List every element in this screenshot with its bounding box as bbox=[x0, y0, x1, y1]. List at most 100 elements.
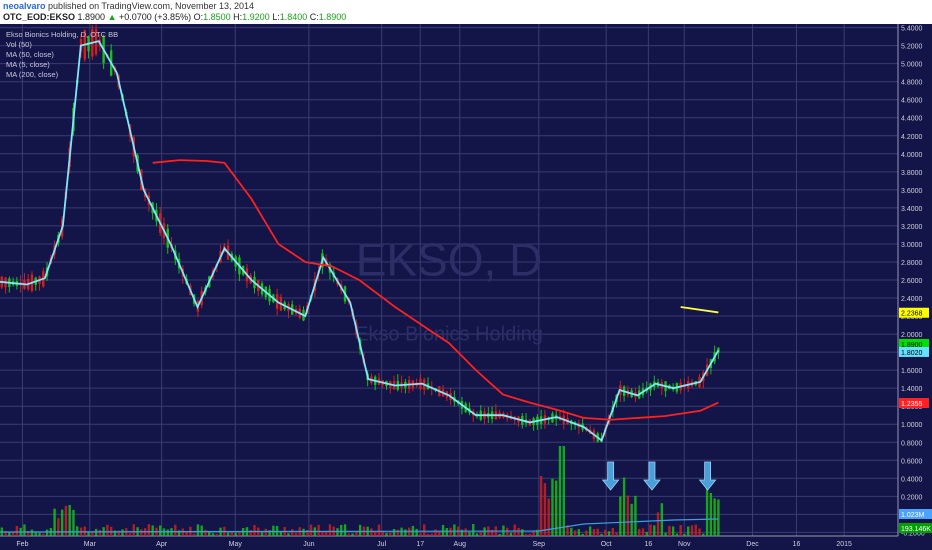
down-arrow-icon bbox=[643, 461, 661, 491]
legend-item: MA (200, close) bbox=[6, 70, 59, 79]
volume-bar bbox=[566, 525, 569, 536]
y-tick-label: 4.6000 bbox=[901, 98, 923, 105]
volume-bar bbox=[588, 526, 592, 536]
volume-bar bbox=[113, 530, 117, 536]
volume-bar bbox=[637, 528, 641, 536]
volume-bar bbox=[4, 531, 7, 536]
volume-bar bbox=[528, 533, 532, 536]
volume-bar bbox=[211, 533, 215, 536]
volume-bar bbox=[309, 524, 313, 536]
ma-50-close-line bbox=[152, 159, 719, 421]
volume-bar bbox=[132, 524, 136, 536]
volume-bar bbox=[698, 528, 701, 536]
x-tick-label: Dec bbox=[746, 541, 759, 548]
high-label: H: bbox=[233, 12, 243, 22]
volume-bar bbox=[291, 529, 294, 536]
price-marker-label: 1.8020 bbox=[901, 350, 923, 357]
volume-bar bbox=[23, 524, 26, 536]
high-value: 1.9200 bbox=[242, 12, 270, 22]
volume-bar bbox=[592, 529, 596, 536]
volume-bar bbox=[238, 532, 241, 536]
volume-marker bbox=[899, 523, 932, 533]
price-marker bbox=[899, 307, 929, 318]
volume-bar bbox=[475, 533, 479, 536]
volume-bar bbox=[423, 524, 426, 536]
y-tick-label: 4.4000 bbox=[901, 116, 923, 123]
volume-bar bbox=[600, 533, 603, 536]
up-arrow-icon: ▲ bbox=[107, 12, 117, 22]
volume-bar bbox=[687, 526, 690, 536]
volume-bar bbox=[117, 530, 120, 536]
down-arrow-icon bbox=[698, 461, 717, 491]
publish-line: neoalvaro published on TradingView.com, … bbox=[3, 1, 254, 11]
volume-bar bbox=[404, 529, 407, 536]
y-tick-label: 0.4000 bbox=[901, 476, 923, 483]
volume-bar bbox=[279, 531, 283, 536]
low-value: 1.8400 bbox=[279, 12, 308, 22]
volume-bar bbox=[287, 533, 290, 536]
y-tick-label: 3.0000 bbox=[901, 242, 923, 249]
volume-bar bbox=[166, 529, 169, 536]
x-tick-label: Oct bbox=[601, 541, 612, 548]
volume-bar bbox=[438, 531, 441, 536]
volume-bar bbox=[543, 483, 547, 536]
volume-bar bbox=[615, 532, 618, 536]
volume-bar bbox=[626, 495, 630, 536]
volume-bar bbox=[355, 532, 358, 536]
chart-background bbox=[0, 24, 932, 550]
grid bbox=[0, 24, 898, 536]
watermark-name: Ekso Bionics Holding bbox=[355, 323, 543, 345]
volume-bar bbox=[60, 509, 64, 536]
volume-bar bbox=[34, 531, 37, 536]
y-tick-label: 3.4000 bbox=[901, 206, 923, 213]
y-tick-label: 1.4000 bbox=[901, 386, 923, 393]
volume-bar bbox=[675, 533, 679, 536]
volume-bar bbox=[8, 531, 11, 536]
price-chart[interactable]: 5.4000 5.2000 5.0000 4.8000 4.6000 4.4000 4.20… bbox=[0, 24, 932, 550]
volume-bar bbox=[177, 530, 181, 536]
volume-bar bbox=[249, 530, 252, 536]
chart-area[interactable]: 5.4000 5.2000 5.0000 4.8000 4.6000 4.4000 4.20… bbox=[0, 24, 932, 550]
volume-bar bbox=[690, 525, 694, 536]
volume-bar bbox=[181, 528, 185, 536]
y-tick-label: 0.6000 bbox=[901, 458, 923, 465]
volume-bar bbox=[641, 528, 645, 536]
y-tick-label: 5.4000 bbox=[901, 26, 923, 33]
volume-bar bbox=[490, 529, 494, 536]
down-arrow-icon bbox=[601, 461, 620, 491]
volume-bar bbox=[683, 533, 686, 536]
close-value: 1.8900 bbox=[318, 12, 347, 22]
volume-bar bbox=[634, 495, 637, 536]
y-tick-label: 3.2000 bbox=[901, 224, 923, 231]
volume-bar bbox=[343, 524, 347, 536]
volume-bar bbox=[370, 528, 373, 536]
last-price: 1.8900 bbox=[77, 12, 106, 22]
volume-bar bbox=[532, 530, 535, 536]
volume-bar bbox=[226, 532, 230, 536]
volume-marker-label: 193.146K bbox=[901, 526, 931, 533]
y-tick-label: 3.6000 bbox=[901, 188, 923, 195]
volume-bar bbox=[539, 476, 543, 536]
volume-bar bbox=[396, 529, 400, 536]
volume-bar bbox=[57, 518, 60, 536]
volume-bar bbox=[547, 498, 550, 536]
volume-bar bbox=[664, 532, 667, 536]
volume-bar bbox=[513, 524, 516, 536]
volume-bar bbox=[709, 492, 713, 536]
volume-bar bbox=[121, 529, 124, 536]
volume-bar bbox=[196, 524, 200, 536]
author-link[interactable]: neoalvaro bbox=[3, 1, 46, 11]
volume-bar bbox=[106, 524, 109, 536]
volume-marker-label: 1.023M bbox=[901, 512, 925, 519]
volume-bar bbox=[562, 446, 565, 536]
y-tick-label: 2.6000 bbox=[901, 278, 923, 285]
volume-bar bbox=[151, 525, 154, 536]
volume-bar bbox=[192, 533, 196, 536]
y-tick-label: 4.2000 bbox=[901, 134, 923, 141]
volume-bar bbox=[558, 446, 562, 536]
volume-bar bbox=[653, 525, 656, 536]
x-tick-label: 16 bbox=[793, 541, 801, 548]
volume-bar bbox=[619, 496, 622, 536]
volume-bar bbox=[204, 529, 207, 536]
price-marker bbox=[899, 397, 929, 408]
